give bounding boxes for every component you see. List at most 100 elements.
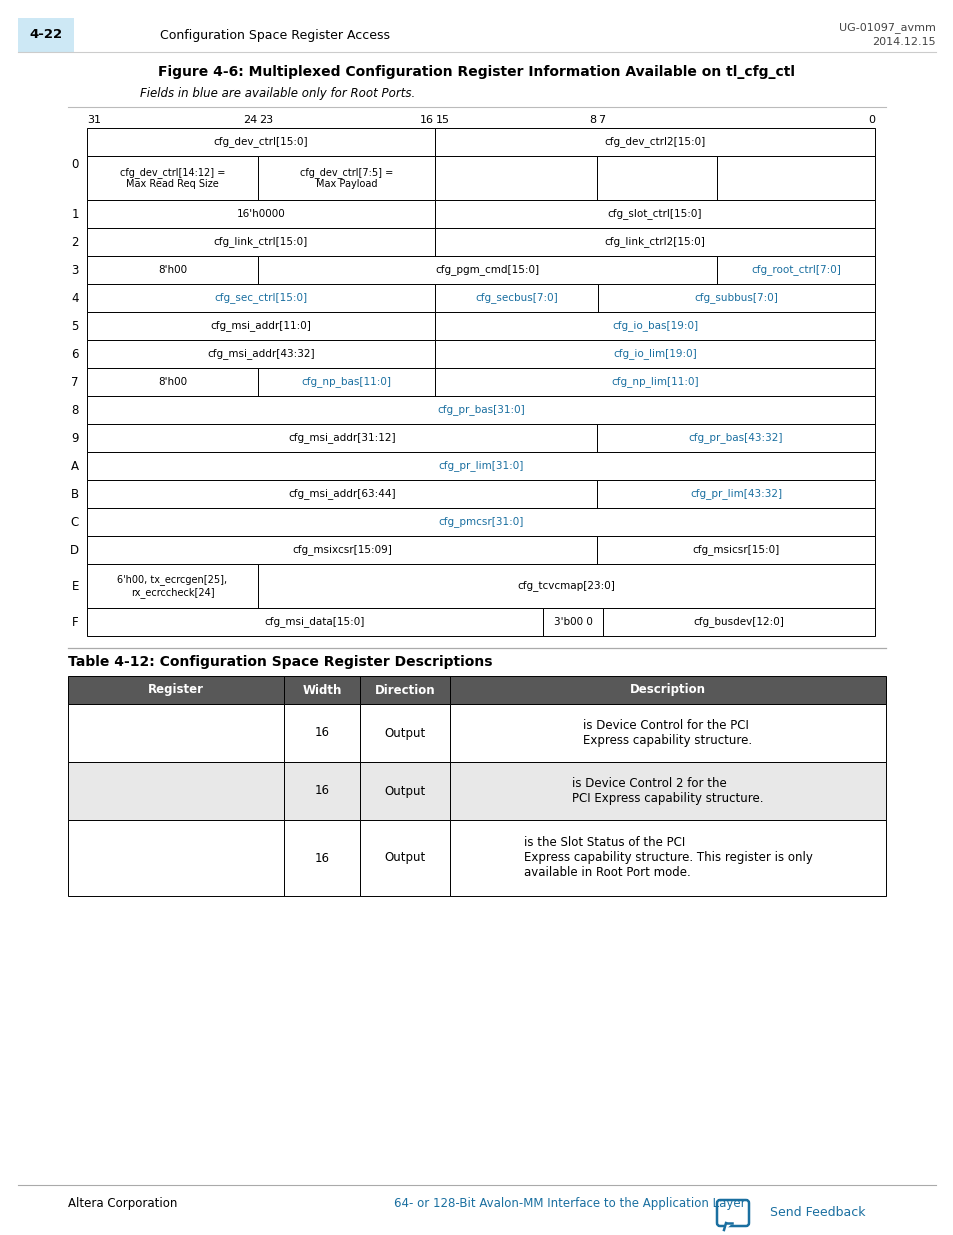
- Text: 31: 31: [87, 115, 101, 125]
- Bar: [450, 704, 885, 762]
- Text: cfg_io_bas[19:0]: cfg_io_bas[19:0]: [611, 321, 698, 331]
- Text: is Device Control 2 for the
PCI Express capability structure.: is Device Control 2 for the PCI Express …: [572, 777, 763, 805]
- FancyBboxPatch shape: [717, 1200, 748, 1226]
- Bar: [257, 564, 874, 608]
- Bar: [87, 156, 257, 200]
- Text: 16'h0000: 16'h0000: [236, 209, 285, 219]
- Text: cfg_pmcsr[31:0]: cfg_pmcsr[31:0]: [437, 516, 523, 527]
- Bar: [87, 480, 597, 508]
- Bar: [717, 256, 874, 284]
- Text: cfg_tcvcmap[23:0]: cfg_tcvcmap[23:0]: [517, 580, 615, 592]
- Text: cfg_sec_ctrl[15:0]: cfg_sec_ctrl[15:0]: [214, 293, 307, 304]
- Text: Table 4-12: Configuration Space Register Descriptions: Table 4-12: Configuration Space Register…: [68, 655, 492, 669]
- Text: D: D: [70, 543, 79, 557]
- Text: 6'h00, tx_ecrcgen[25],
rx_ecrccheck[24]: 6'h00, tx_ecrcgen[25], rx_ecrccheck[24]: [117, 574, 228, 598]
- Text: 3: 3: [71, 263, 79, 277]
- Text: cfg_io_lim[19:0]: cfg_io_lim[19:0]: [613, 348, 696, 359]
- Text: Output: Output: [384, 726, 425, 740]
- Text: cfg_busdev[12:0]: cfg_busdev[12:0]: [693, 616, 783, 627]
- Text: cfg_msi_addr[11:0]: cfg_msi_addr[11:0]: [211, 321, 311, 331]
- Text: 0: 0: [867, 115, 874, 125]
- Bar: [597, 536, 874, 564]
- Bar: [87, 256, 257, 284]
- Bar: [450, 676, 885, 704]
- Text: Direction: Direction: [375, 683, 435, 697]
- Text: 24: 24: [242, 115, 256, 125]
- Bar: [68, 762, 284, 820]
- Bar: [87, 284, 435, 312]
- Text: cfg_msi_addr[31:12]: cfg_msi_addr[31:12]: [288, 432, 395, 443]
- Text: 8: 8: [71, 404, 79, 416]
- Text: Send Feedback: Send Feedback: [769, 1207, 864, 1219]
- Bar: [87, 508, 874, 536]
- Text: 2014.12.15: 2014.12.15: [871, 37, 935, 47]
- Text: cfg_pr_lim[43:32]: cfg_pr_lim[43:32]: [689, 489, 781, 499]
- Bar: [435, 312, 874, 340]
- Text: Width: Width: [302, 683, 341, 697]
- Text: cfg_pr_bas[31:0]: cfg_pr_bas[31:0]: [436, 405, 524, 415]
- Text: UG-01097_avmm: UG-01097_avmm: [839, 22, 935, 33]
- Bar: [87, 452, 874, 480]
- Bar: [450, 820, 885, 897]
- Bar: [87, 312, 435, 340]
- Bar: [435, 284, 598, 312]
- Bar: [359, 704, 450, 762]
- Text: cfg_dev_ctrl[15:0]: cfg_dev_ctrl[15:0]: [213, 137, 308, 147]
- Bar: [87, 424, 597, 452]
- Bar: [717, 156, 874, 200]
- Bar: [68, 820, 284, 897]
- Text: 15: 15: [436, 115, 450, 125]
- Text: cfg_pgm_cmd[15:0]: cfg_pgm_cmd[15:0]: [435, 264, 539, 275]
- Text: cfg_np_lim[11:0]: cfg_np_lim[11:0]: [611, 377, 699, 388]
- Bar: [87, 536, 597, 564]
- Text: 8: 8: [588, 115, 596, 125]
- Text: cfg_msixcsr[15:09]: cfg_msixcsr[15:09]: [292, 545, 392, 556]
- Bar: [450, 762, 885, 820]
- Bar: [284, 820, 359, 897]
- Text: 4: 4: [71, 291, 79, 305]
- Bar: [87, 368, 257, 396]
- Text: cfg_dev_ctrl[14:12] =
Max Read Req Size: cfg_dev_ctrl[14:12] = Max Read Req Size: [120, 167, 225, 189]
- Text: 6: 6: [71, 347, 79, 361]
- Text: 7: 7: [71, 375, 79, 389]
- Bar: [602, 608, 874, 636]
- Bar: [597, 480, 874, 508]
- Text: cfg_msi_addr[63:44]: cfg_msi_addr[63:44]: [288, 489, 395, 499]
- Bar: [359, 676, 450, 704]
- Bar: [257, 368, 435, 396]
- Bar: [68, 676, 284, 704]
- Text: cfg_msicsr[15:0]: cfg_msicsr[15:0]: [692, 545, 779, 556]
- Text: 16: 16: [314, 726, 329, 740]
- Text: Configuration Space Register Access: Configuration Space Register Access: [160, 28, 390, 42]
- Text: Fields in blue are available only for Root Ports.: Fields in blue are available only for Ro…: [140, 88, 415, 100]
- Bar: [284, 762, 359, 820]
- Text: Description: Description: [629, 683, 705, 697]
- Text: cfg_slot_ctrl[15:0]: cfg_slot_ctrl[15:0]: [607, 209, 701, 220]
- Text: Output: Output: [384, 851, 425, 864]
- Bar: [257, 156, 435, 200]
- Text: 8'h00: 8'h00: [158, 266, 187, 275]
- Text: A: A: [71, 459, 79, 473]
- Bar: [598, 284, 874, 312]
- Text: is the Slot Status of the PCI
Express capability structure. This register is onl: is the Slot Status of the PCI Express ca…: [523, 836, 812, 879]
- Bar: [284, 676, 359, 704]
- Bar: [435, 228, 874, 256]
- Bar: [359, 762, 450, 820]
- Text: C: C: [71, 515, 79, 529]
- Bar: [435, 128, 874, 156]
- Text: 8'h00: 8'h00: [158, 377, 187, 387]
- Bar: [435, 340, 874, 368]
- Bar: [87, 608, 542, 636]
- Bar: [435, 156, 597, 200]
- Text: 23: 23: [258, 115, 273, 125]
- Text: 5: 5: [71, 320, 79, 332]
- Text: 4-22: 4-22: [30, 28, 63, 42]
- Bar: [68, 704, 284, 762]
- Text: cfg_root_ctrl[7:0]: cfg_root_ctrl[7:0]: [750, 264, 840, 275]
- Bar: [87, 340, 435, 368]
- Text: 64- or 128-Bit Avalon-MM Interface to the Application Layer: 64- or 128-Bit Avalon-MM Interface to th…: [394, 1197, 745, 1209]
- Text: cfg_dev_ctrl2[15:0]: cfg_dev_ctrl2[15:0]: [604, 137, 705, 147]
- Text: cfg_np_bas[11:0]: cfg_np_bas[11:0]: [301, 377, 391, 388]
- Text: cfg_msi_data[15:0]: cfg_msi_data[15:0]: [265, 616, 365, 627]
- Bar: [18, 19, 74, 52]
